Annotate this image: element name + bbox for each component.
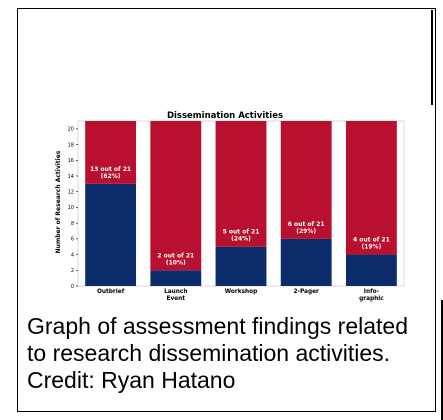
bar-count-0 xyxy=(85,183,137,286)
y-tick-label-1: 2 xyxy=(71,268,74,274)
data-label-0-1: (62%) xyxy=(101,173,121,180)
x-tick-label-1-1: Event xyxy=(167,296,186,302)
bar-count-4 xyxy=(345,254,397,286)
x-tick-label-4-1: graphic xyxy=(359,296,384,302)
side-rule-top xyxy=(431,10,433,105)
y-tick-label-3: 6 xyxy=(71,237,74,243)
bar-remainder-0 xyxy=(85,121,137,184)
data-label-0-0: 13 out of 21 xyxy=(90,166,131,173)
data-label-2-1: (24%) xyxy=(231,236,251,243)
y-tick-label-9: 18 xyxy=(68,142,74,148)
bar-count-2 xyxy=(215,246,267,286)
y-tick-label-6: 12 xyxy=(68,190,74,196)
y-tick-label-0: 0 xyxy=(71,284,74,290)
y-axis-label: Number of Research Activities xyxy=(55,150,62,253)
chart-title: Dissemination Activities xyxy=(167,111,283,121)
y-tick-label-7: 14 xyxy=(68,174,74,180)
y-tick-label-8: 16 xyxy=(68,158,74,164)
x-tick-label-4-0: Info- xyxy=(364,289,380,295)
data-labels-group: 13 out of 21(62%) 2 out of 21(10%) 5 out o… xyxy=(90,166,390,266)
data-label-4-1: (19%) xyxy=(361,244,381,251)
side-rule-bottom xyxy=(441,300,443,420)
y-tick-label-4: 8 xyxy=(71,221,74,227)
data-label-4-0: 4 out of 21 xyxy=(353,237,390,244)
bar-count-3 xyxy=(280,238,332,286)
dissemination-chart: Dissemination Activities Number of Resea… xyxy=(45,108,405,308)
figure-caption: Graph of assessment findings related to … xyxy=(27,313,408,393)
y-tick-label-5: 10 xyxy=(68,205,74,211)
y-ticks-group: 0 2 4 6 8 10 12 14 16 18 20 xyxy=(68,127,78,290)
y-tick-label-2: 4 xyxy=(71,252,74,258)
data-label-3-1: (29%) xyxy=(296,228,316,235)
bar-remainder-3 xyxy=(280,121,332,239)
chart-svg: Dissemination Activities Number of Resea… xyxy=(55,111,405,302)
x-tick-label-0-0: Outbrief xyxy=(97,289,125,295)
bar-remainder-1 xyxy=(150,121,202,271)
bar-remainder-4 xyxy=(345,121,397,255)
x-tick-label-1-0: Launch xyxy=(164,289,187,295)
data-label-2-0: 5 out of 21 xyxy=(223,229,260,236)
x-tick-label-2-0: Workshop xyxy=(225,289,258,295)
data-label-3-0: 6 out of 21 xyxy=(288,221,325,228)
data-label-1-1: (10%) xyxy=(166,259,186,266)
x-tick-label-3-0: 2-Pager xyxy=(294,289,320,295)
bar-remainder-2 xyxy=(215,121,267,247)
bar-count-1 xyxy=(150,270,202,286)
y-tick-label-10: 20 xyxy=(68,127,74,133)
data-label-1-0: 2 out of 21 xyxy=(157,252,194,259)
bars-group xyxy=(85,121,397,286)
